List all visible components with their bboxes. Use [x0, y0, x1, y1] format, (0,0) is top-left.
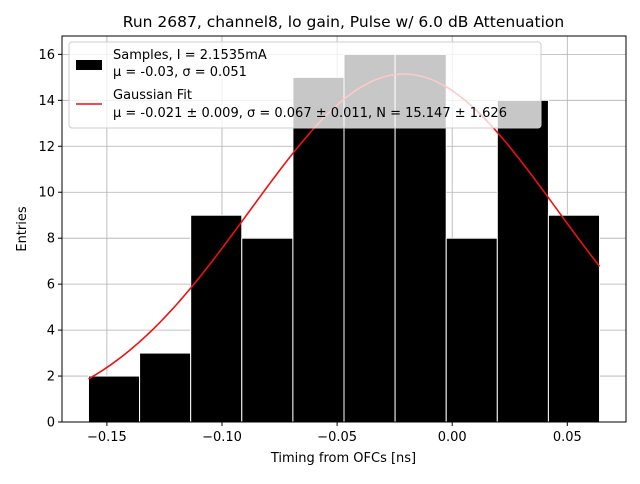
x-tick-label: −0.05: [317, 430, 357, 445]
histogram-bar: [87, 375, 141, 423]
x-tick-label: −0.10: [202, 430, 242, 445]
legend-box: [68, 41, 542, 129]
histogram-bar: [496, 99, 549, 423]
x-tick-label: 0.00: [438, 430, 467, 445]
y-tick-label: 16: [38, 48, 55, 63]
legend-fit-stats: μ = -0.021 ± 0.009, σ = 0.067 ± 0.011, N…: [113, 106, 507, 121]
y-tick-label: 6: [47, 278, 55, 293]
histogram-bar: [190, 214, 243, 423]
y-tick-label: 12: [38, 140, 55, 155]
legend-fit-label: Gaussian Fit: [113, 88, 192, 103]
y-tick-label: 10: [38, 186, 55, 201]
y-tick-label: 14: [38, 94, 55, 109]
y-tick-label: 2: [47, 370, 55, 385]
legend-samples-stats: μ = -0.03, σ = 0.051: [113, 65, 247, 80]
y-tick-label: 0: [47, 416, 55, 431]
legend-samples-swatch: [76, 60, 102, 70]
histogram-bar: [547, 214, 601, 423]
x-axis-label: Timing from OFCs [ns]: [270, 451, 416, 466]
histogram-bar: [139, 352, 192, 423]
histogram-bar: [241, 237, 294, 423]
histogram-bar: [292, 76, 345, 423]
x-tick-label: 0.05: [553, 430, 582, 445]
y-tick-label: 4: [47, 324, 55, 339]
chart-title: Run 2687, channel8, lo gain, Pulse w/ 6.…: [123, 13, 564, 31]
x-tick-label: −0.15: [87, 430, 127, 445]
legend-samples-label: Samples, I = 2.1535mA: [113, 48, 267, 63]
legend: Samples, I = 2.1535mA μ = -0.03, σ = 0.05…: [68, 41, 542, 129]
plot-frame: [61, 35, 627, 423]
y-tick-label: 8: [47, 232, 55, 247]
y-axis-label: Entries: [15, 206, 30, 252]
histogram-bar: [445, 237, 498, 423]
axes: −0.15 −0.10 −0.05 0.00 0.05 0 2 4 6 8 10 12 14 16: [38, 35, 627, 445]
